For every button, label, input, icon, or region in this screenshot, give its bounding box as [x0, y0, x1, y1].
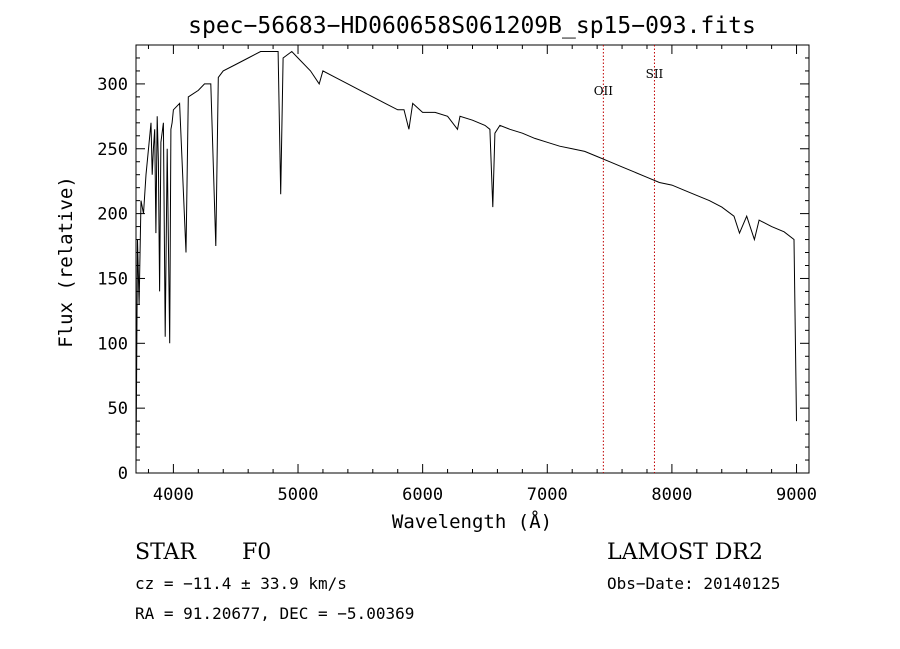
- emission-line-markers: OII SII: [594, 45, 664, 473]
- redshift-readout: cz = −11.4 ± 33.9 km/s: [135, 574, 347, 593]
- y-axis-label: Flux (relative): [55, 176, 77, 348]
- axis-ticks: [136, 45, 809, 474]
- x-tick-label: 5000: [278, 485, 319, 505]
- coordinates-readout: RA = 91.20677, DEC = −5.00369: [135, 604, 414, 623]
- x-tick-label: 6000: [402, 485, 443, 505]
- y-tick-label: 200: [97, 205, 128, 225]
- y-tick-label: 300: [97, 75, 128, 95]
- observation-date: Obs−Date: 20140125: [607, 574, 780, 593]
- x-tick-label: 9000: [776, 485, 817, 505]
- spectrum-line: [135, 50, 797, 467]
- y-tick-label: 100: [97, 334, 128, 354]
- spectral-subclass: F0: [242, 540, 271, 565]
- object-type: STAR: [135, 540, 197, 565]
- marker-label: OII: [594, 84, 614, 98]
- y-tick-label: 150: [97, 269, 128, 289]
- survey-name: LAMOST DR2: [607, 540, 763, 565]
- y-tick-label: 250: [97, 140, 128, 160]
- x-axis-label: Wavelength (Å): [392, 510, 552, 533]
- x-tick-label: 7000: [527, 485, 568, 505]
- chart-title: spec−56683−HD060658S061209B_sp15−093.fit…: [188, 13, 756, 39]
- y-tick-label: 50: [108, 399, 128, 419]
- axis-tick-labels: 4000 5000 6000 7000 8000 9000 0 50 100 150 200 250 3…: [97, 75, 817, 505]
- x-tick-label: 8000: [651, 485, 692, 505]
- y-tick-label: 0: [118, 464, 128, 484]
- plot-frame: [135, 44, 810, 474]
- marker-label: SII: [646, 67, 664, 81]
- x-tick-label: 4000: [153, 485, 194, 505]
